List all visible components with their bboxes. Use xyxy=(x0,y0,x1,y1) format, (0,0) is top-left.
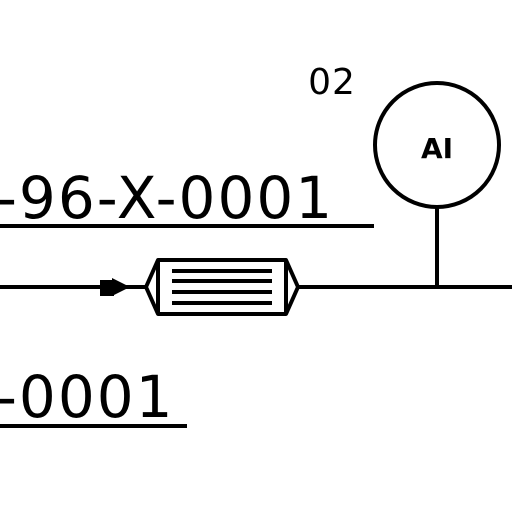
instrument-function-code: AI xyxy=(421,132,453,165)
flow-arrow-icon xyxy=(100,278,146,296)
line-label-lower: -0001 xyxy=(0,363,175,431)
inline-component xyxy=(144,258,300,316)
instrument-tag-number: 02 xyxy=(308,62,356,103)
line-label-upper: -96-X-0001 xyxy=(0,164,334,232)
